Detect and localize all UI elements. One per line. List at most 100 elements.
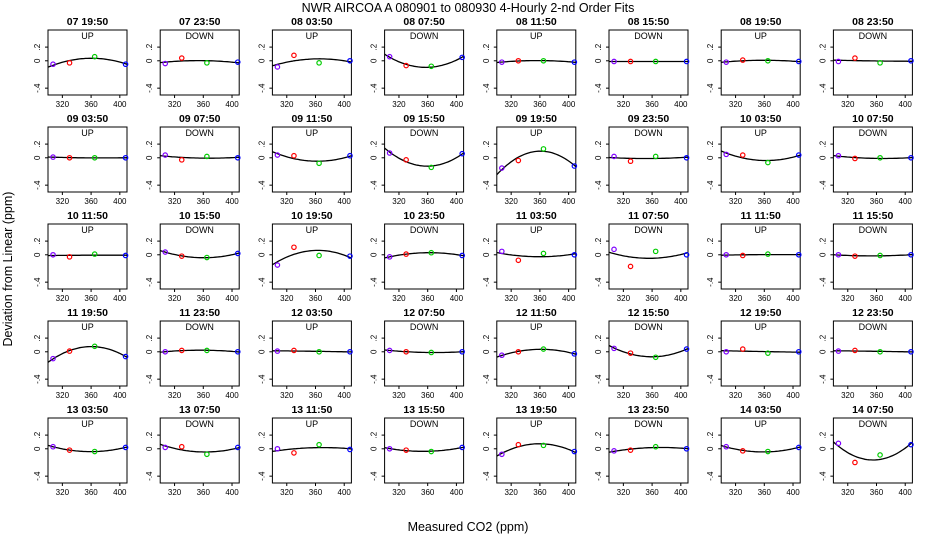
panel-mode-label: UP [530, 322, 543, 332]
data-point [91, 343, 98, 350]
y-tick-label: .2 [33, 237, 42, 244]
y-tick-label: .2 [594, 334, 603, 341]
x-tick-label: 360 [758, 100, 772, 109]
x-tick-label: 360 [870, 488, 884, 497]
data-point [795, 251, 802, 258]
panel-title: 12 19:50 [740, 307, 782, 319]
x-tick-label: 320 [729, 294, 743, 303]
x-tick-label: 320 [617, 100, 631, 109]
y-tick-label: .2 [145, 237, 154, 244]
x-tick-label: 400 [674, 197, 688, 206]
y-tick-label: -.4 [706, 83, 715, 93]
data-point [515, 57, 522, 64]
panel-33: 13 03:50 UP -.4 0 .2 320 360 400 [33, 404, 129, 497]
panel-title: 13 03:50 [67, 404, 109, 416]
x-tick-label: 360 [758, 391, 772, 400]
panel-title: 10 03:50 [740, 113, 782, 125]
x-tick-label: 360 [758, 488, 772, 497]
y-tick-label: .2 [706, 431, 715, 438]
data-point [274, 64, 281, 70]
panel-11: 09 11:50 UP -.4 0 .2 320 360 400 [257, 113, 353, 206]
panel-frame [159, 417, 240, 484]
x-tick-label: 320 [56, 100, 70, 109]
data-point [739, 346, 746, 352]
data-point [204, 347, 210, 354]
panel-title: 10 11:50 [67, 210, 108, 222]
fit-curve [496, 150, 577, 176]
x-tick-label: 360 [197, 100, 211, 109]
panel-frame [384, 29, 465, 96]
fit-curve [160, 155, 240, 159]
x-tick-label: 360 [645, 294, 659, 303]
y-tick-label: -.4 [145, 83, 154, 93]
data-point [204, 60, 210, 66]
x-tick-label: 320 [504, 488, 518, 497]
panel-mode-label: UP [81, 322, 94, 332]
y-tick-label: -.4 [818, 180, 827, 190]
panel-mode-label: DOWN [410, 31, 439, 41]
panel-title: 13 19:50 [516, 404, 558, 416]
panel-title: 13 15:50 [403, 404, 445, 416]
panel-title: 11 03:50 [516, 210, 557, 222]
fit-curve [272, 350, 352, 353]
y-tick-label: -.4 [818, 277, 827, 287]
data-point [122, 61, 129, 68]
x-tick-label: 400 [113, 197, 127, 206]
panel-mode-label: DOWN [634, 128, 663, 138]
x-tick-label: 360 [309, 197, 323, 206]
x-tick-label: 400 [562, 197, 576, 206]
y-tick-label: 0 [370, 155, 379, 160]
data-point [683, 251, 690, 258]
y-tick-label: 0 [257, 252, 266, 257]
x-tick-label: 320 [729, 488, 743, 497]
data-point [316, 252, 322, 259]
panel-17: 10 11:50 UP -.4 0 .2 320 360 400 [33, 210, 129, 303]
panel-8: 08 23:50 DOWN -.4 0 .2 320 360 400 [818, 16, 914, 109]
data-point [347, 253, 353, 259]
x-tick-label: 320 [168, 488, 182, 497]
y-tick-label: -.4 [706, 277, 715, 287]
data-point [386, 347, 393, 354]
x-tick-label: 320 [841, 391, 855, 400]
x-tick-label: 400 [450, 294, 464, 303]
panel-frame [159, 223, 240, 290]
x-tick-label: 320 [617, 488, 631, 497]
y-tick-label: .2 [145, 334, 154, 341]
panel-mode-label: DOWN [185, 31, 214, 41]
panel-title: 11 11:50 [741, 210, 781, 222]
fit-curve [272, 151, 352, 162]
y-tick-label: -.4 [594, 374, 603, 384]
x-tick-label: 320 [280, 100, 294, 109]
x-tick-label: 400 [225, 100, 239, 109]
panel-mode-label: DOWN [410, 419, 439, 429]
data-point [908, 348, 914, 355]
x-tick-label: 360 [870, 294, 884, 303]
x-tick-label: 320 [392, 197, 406, 206]
y-tick-label: .2 [706, 43, 715, 50]
data-point [765, 57, 771, 64]
data-point [291, 347, 297, 354]
x-tick-label: 400 [113, 100, 127, 109]
y-tick-label: 0 [594, 349, 603, 354]
panel-title: 10 23:50 [403, 210, 445, 222]
y-tick-label: -.4 [706, 471, 715, 481]
data-point [274, 262, 281, 268]
panel-21: 11 03:50 UP -.4 0 .2 320 360 400 [482, 210, 578, 303]
data-point [877, 154, 883, 161]
data-point [386, 254, 393, 260]
y-tick-label: -.4 [257, 83, 266, 93]
y-tick-label: 0 [370, 58, 379, 63]
y-tick-label: .2 [706, 140, 715, 147]
data-point [91, 154, 98, 161]
x-tick-label: 360 [421, 100, 435, 109]
panel-13: 09 19:50 UP -.4 0 .2 320 360 400 [482, 113, 578, 206]
data-point [571, 163, 578, 169]
x-tick-label: 400 [562, 100, 576, 109]
fit-curve [721, 59, 801, 63]
data-point [178, 347, 185, 354]
panel-38: 13 23:50 DOWN -.4 0 .2 320 360 400 [594, 404, 690, 497]
panel-mode-label: DOWN [185, 419, 214, 429]
y-tick-label: 0 [594, 58, 603, 63]
x-tick-label: 400 [450, 391, 464, 400]
